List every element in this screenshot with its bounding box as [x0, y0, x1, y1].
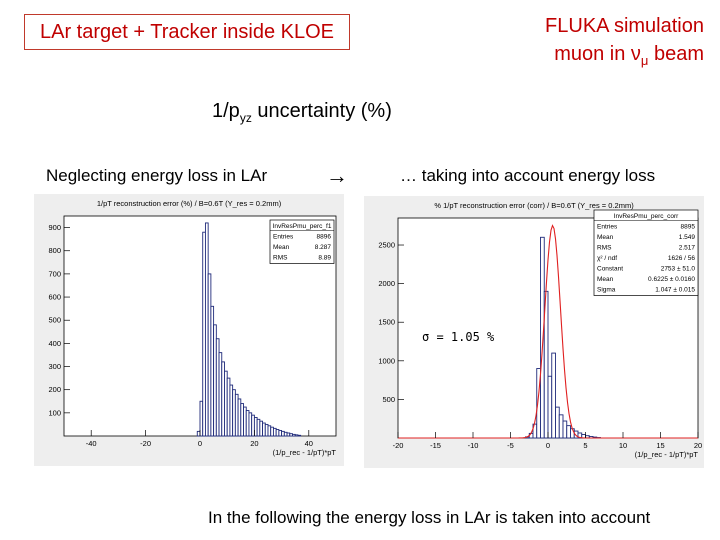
histogram-bin	[566, 425, 571, 439]
x-tick-label: -20	[140, 439, 151, 448]
x-tick-label: 40	[305, 439, 313, 448]
x-tick-label: 20	[694, 441, 702, 450]
right-caption: … taking into account energy loss	[400, 166, 656, 185]
simulation-title-line2: muon in νμ beam	[470, 40, 704, 75]
y-tick-label: 1500	[378, 318, 395, 327]
x-tick-label: -5	[507, 441, 514, 450]
uncertainty-title: 1/pyz uncertainty (%)	[212, 100, 392, 125]
mu-subscript: μ	[640, 53, 649, 68]
stats-value: 1.549	[679, 234, 696, 241]
uncertainty-prefix: 1/p	[212, 100, 240, 122]
x-tick-label: 20	[250, 439, 258, 448]
stats-label: Entries	[597, 224, 618, 231]
uncertainty-suffix: uncertainty (%)	[251, 100, 392, 122]
simulation-title-prefix: muon in	[554, 43, 631, 65]
stats-label: Mean	[597, 276, 614, 283]
stats-label: χ² / ndf	[597, 255, 617, 262]
y-tick-label: 800	[48, 246, 61, 255]
stats-label: Sigma	[597, 287, 616, 294]
uncertainty-subscript: yz	[239, 111, 252, 125]
stats-box-title: InvResPmu_perc_corr	[614, 213, 679, 220]
bottom-note: In the following the energy loss in LAr …	[208, 508, 651, 527]
x-tick-label: -10	[468, 441, 479, 450]
sigma-annotation: σ = 1.05 %	[422, 330, 495, 344]
x-tick-label: 15	[656, 441, 664, 450]
stats-value: 8.89	[318, 255, 331, 262]
x-axis-label: (1/p_rec - 1/pT)*pT	[635, 450, 699, 459]
nu-symbol: ν	[630, 43, 641, 65]
x-tick-label: 0	[198, 439, 202, 448]
title-box: LAr target + Tracker inside KLOE	[24, 14, 350, 50]
y-tick-label: 500	[382, 395, 395, 404]
histogram-bin	[558, 414, 564, 439]
y-tick-label: 600	[48, 293, 61, 302]
chart-title: % 1/pT reconstruction error (corr) / B=0…	[434, 201, 634, 210]
right-histogram-plot: % 1/pT reconstruction error (corr) / B=0…	[364, 196, 704, 468]
stats-box	[593, 209, 699, 296]
stats-value: 8.287	[315, 244, 332, 251]
x-tick-label: -20	[393, 441, 404, 450]
stats-value: 2753 ± 51.0	[661, 266, 696, 273]
stats-value: 8895	[681, 224, 696, 231]
stats-box	[269, 219, 335, 264]
right-arrow-icon: →	[326, 163, 348, 188]
y-tick-label: 500	[48, 316, 61, 325]
stats-label: Mean	[273, 244, 290, 251]
x-tick-label: 10	[619, 441, 627, 450]
histogram-bin	[547, 375, 553, 439]
y-tick-label: 400	[48, 339, 61, 348]
x-tick-label: -15	[430, 441, 441, 450]
stats-label: RMS	[273, 255, 288, 262]
gaussian-fit-curve	[398, 224, 698, 439]
stats-box-title: InvResPmu_perc_f1	[273, 223, 332, 230]
x-axis-label: (1/p_rec - 1/pT)*pT	[273, 448, 337, 457]
x-tick-label: -40	[86, 439, 97, 448]
y-tick-label: 2000	[378, 279, 395, 288]
stats-label: RMS	[597, 245, 612, 252]
y-tick-label: 300	[48, 362, 61, 371]
stats-value: 0.6225 ± 0.0160	[648, 276, 695, 283]
simulation-title: FLUKA simulation muon in νμ beam	[470, 12, 704, 75]
x-tick-label: 0	[546, 441, 550, 450]
y-tick-label: 1000	[378, 356, 395, 365]
stats-value: 1626 / 56	[668, 255, 695, 262]
left-caption: Neglecting energy loss in LAr	[46, 166, 268, 185]
y-tick-label: 100	[48, 408, 61, 417]
stats-label: Entries	[273, 234, 294, 241]
y-tick-label: 900	[48, 223, 61, 232]
stats-label: Constant	[597, 266, 623, 273]
histogram-bin	[551, 352, 556, 439]
histogram-bin	[555, 406, 560, 439]
x-tick-label: 5	[583, 441, 587, 450]
simulation-title-line1: FLUKA simulation	[545, 15, 704, 37]
histogram-bin	[297, 434, 302, 437]
stats-value: 8896	[317, 234, 332, 241]
chart-title: 1/pT reconstruction error (%) / B=0.6T (…	[97, 199, 282, 208]
simulation-title-suffix: beam	[648, 43, 704, 65]
left-histogram-plot: 1/pT reconstruction error (%) / B=0.6T (…	[34, 194, 344, 466]
stats-label: Mean	[597, 234, 614, 241]
stats-value: 1.047 ± 0.015	[655, 287, 695, 294]
stats-value: 2.517	[679, 245, 696, 252]
histogram-bin	[540, 236, 545, 439]
y-tick-label: 2500	[378, 241, 395, 250]
y-tick-label: 700	[48, 269, 61, 278]
histogram-bin	[562, 420, 568, 439]
y-tick-label: 200	[48, 385, 61, 394]
